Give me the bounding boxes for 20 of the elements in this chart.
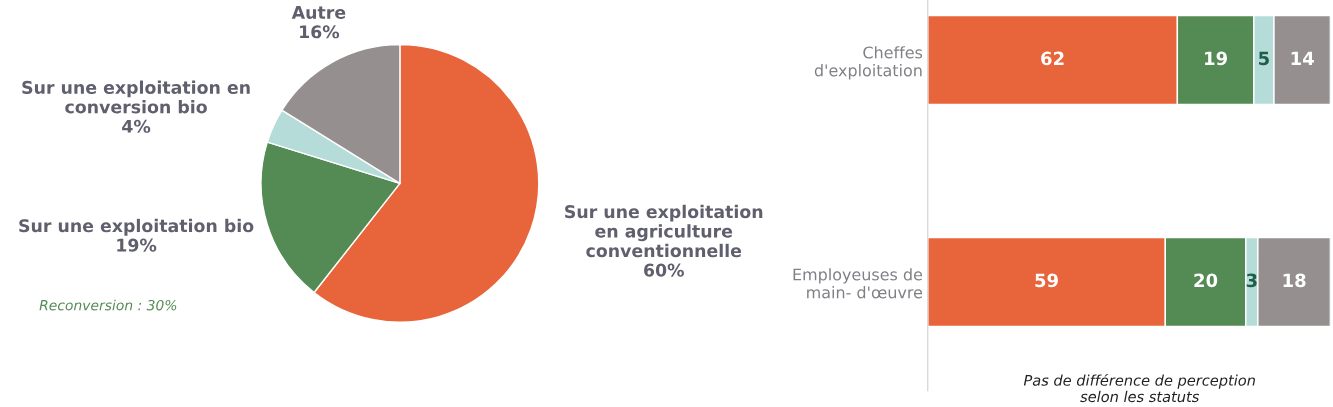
y-tick-label: Cheffes d'exploitation — [814, 46, 923, 80]
data-label: 3 — [1246, 273, 1257, 288]
data-label: 14 — [1291, 51, 1314, 65]
y-tick-label: Employeuses de main- d'œuvre — [793, 268, 923, 299]
data-label: 62 — [1041, 51, 1064, 66]
data-label: 18 — [1283, 273, 1306, 288]
annotation: Pas de différence de perception selon les statuts — [1023, 373, 1255, 403]
data-label: 60% — [644, 263, 684, 277]
data-label: 59 — [1035, 273, 1058, 288]
data-label: 19% — [117, 238, 157, 252]
slice-label: Sur une exploitation bio — [19, 218, 254, 236]
slice-label: Autre — [291, 6, 346, 19]
data-label: 20 — [1194, 273, 1218, 288]
data-label: 19 — [1205, 51, 1228, 66]
data-label: 4% — [122, 119, 151, 133]
slice-label: Sur une exploitation en agriculture conventionnelle — [565, 204, 763, 258]
slice-label: Sur une exploitation en conversion bio — [22, 80, 250, 114]
data-label: 16% — [300, 25, 340, 39]
data-label: 5 — [1259, 51, 1269, 66]
text: Reconversion : 30% — [39, 299, 177, 311]
